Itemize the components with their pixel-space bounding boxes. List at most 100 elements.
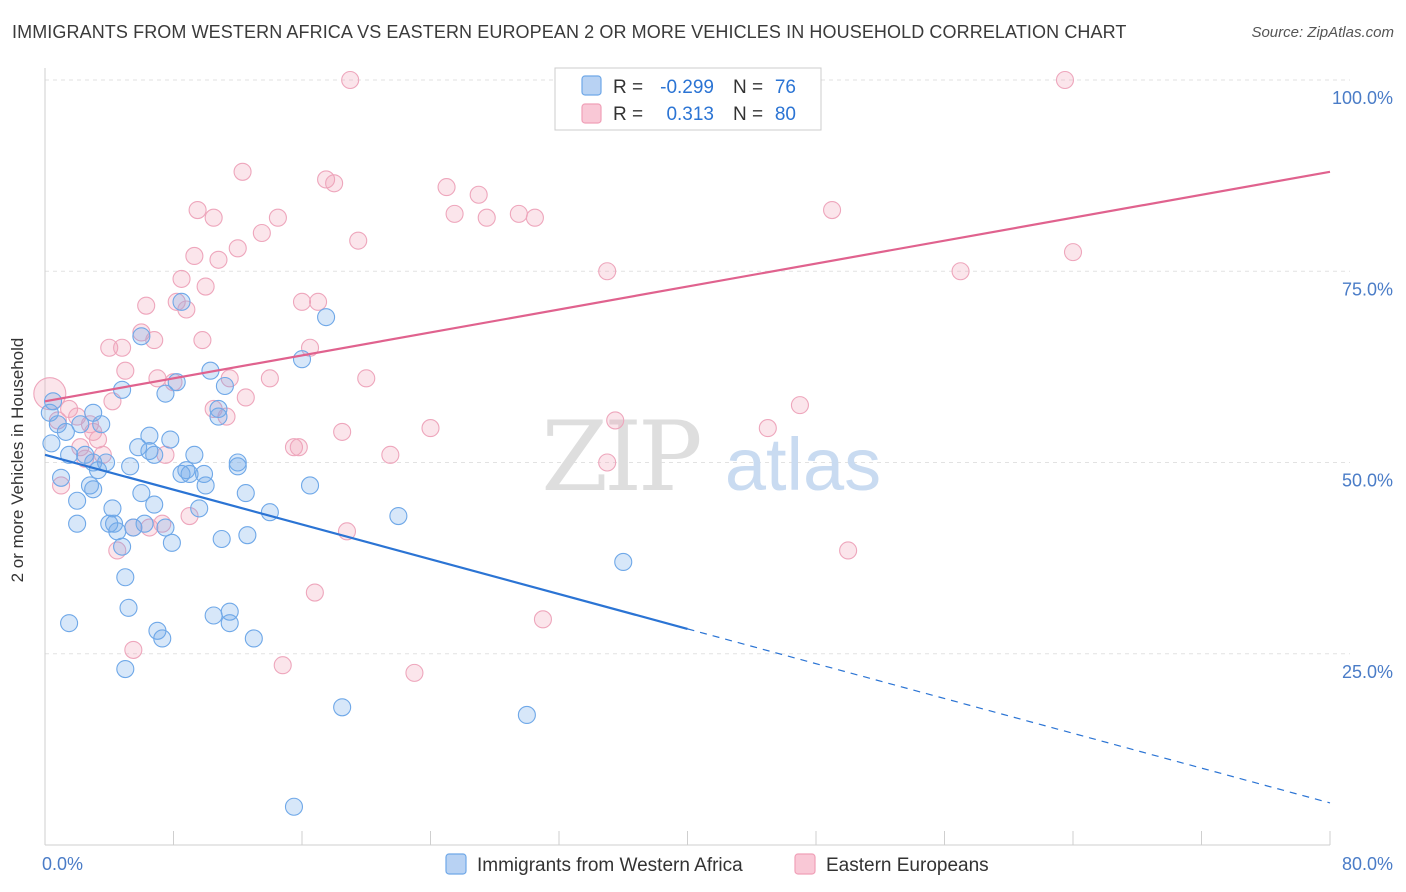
- point-western-africa: [129, 438, 148, 457]
- point-eastern-europeans: [185, 246, 204, 265]
- point-eastern-europeans: [148, 369, 167, 388]
- point-western-africa: [140, 426, 159, 445]
- y-tick-label: 100.0%: [1332, 88, 1393, 108]
- point-western-africa: [113, 537, 132, 556]
- point-eastern-europeans: [209, 250, 228, 269]
- point-western-africa: [132, 484, 151, 503]
- point-eastern-europeans: [180, 506, 199, 526]
- point-western-africa: [614, 552, 633, 572]
- x-tick-labels: 0.0% 80.0%: [42, 854, 1393, 874]
- point-western-africa: [220, 614, 239, 633]
- y-tick-label: 50.0%: [1342, 471, 1393, 491]
- point-eastern-europeans: [167, 292, 186, 311]
- point-eastern-europeans: [477, 208, 496, 227]
- point-eastern-europeans: [292, 292, 312, 311]
- legend-n-value-2: 80: [775, 104, 796, 125]
- point-eastern-europeans: [509, 204, 528, 223]
- point-western-africa: [124, 518, 143, 537]
- legend-r-label-1: R =: [613, 77, 643, 98]
- point-eastern-europeans: [233, 162, 252, 181]
- point-western-africa: [92, 415, 111, 434]
- point-western-africa: [180, 464, 199, 484]
- correlation-legend: R = -0.299 N = 76 R = 0.313 N = 80: [554, 67, 822, 131]
- point-eastern-europeans: [52, 476, 71, 495]
- point-eastern-europeans: [606, 411, 625, 430]
- point-eastern-europeans: [252, 223, 271, 243]
- legend-n-label-2: N =: [733, 104, 763, 125]
- x-tick-label: 80.0%: [1342, 854, 1393, 874]
- legend-r-value-1: -0.299: [660, 77, 714, 98]
- point-western-africa: [185, 445, 204, 464]
- legend-r-value-2: 0.313: [666, 104, 714, 125]
- point-eastern-europeans: [598, 453, 617, 472]
- point-eastern-europeans: [533, 610, 552, 629]
- point-western-africa: [389, 506, 408, 526]
- series-eastern-europeans: [33, 70, 1083, 682]
- series-legend: Immigrants from Western Africa Eastern E…: [445, 853, 989, 876]
- point-western-africa: [68, 491, 87, 510]
- point-western-africa: [153, 629, 172, 648]
- point-western-africa: [238, 526, 257, 545]
- point-western-africa: [103, 499, 122, 518]
- point-eastern-europeans: [349, 231, 368, 250]
- point-eastern-europeans: [309, 292, 328, 311]
- point-western-africa: [116, 568, 135, 587]
- point-eastern-europeans: [88, 430, 108, 449]
- point-eastern-europeans: [289, 438, 308, 457]
- watermark-atlas: atlas: [725, 423, 881, 506]
- point-eastern-europeans: [598, 262, 617, 281]
- y-tick-label: 75.0%: [1342, 279, 1393, 299]
- point-eastern-europeans: [951, 262, 970, 281]
- point-western-africa: [121, 457, 140, 476]
- bottom-legend-label-pink: Eastern Europeans: [826, 855, 989, 876]
- point-eastern-europeans: [172, 269, 191, 288]
- point-eastern-europeans: [469, 185, 488, 204]
- legend-swatch-pink: [581, 103, 602, 124]
- y-axis-label: 2 or more Vehicles in Household: [8, 337, 27, 583]
- trend-lines: [44, 170, 1331, 804]
- legend-n-value-1: 76: [775, 77, 796, 98]
- point-eastern-europeans: [341, 70, 360, 90]
- point-eastern-europeans: [823, 201, 842, 220]
- chart-title: IMMIGRANTS FROM WESTERN AFRICA VS EASTER…: [12, 22, 1127, 42]
- point-western-africa: [196, 476, 215, 495]
- point-eastern-europeans: [188, 201, 207, 220]
- point-western-africa: [156, 384, 175, 403]
- point-western-africa: [284, 797, 304, 816]
- point-eastern-europeans: [236, 388, 255, 407]
- point-western-africa: [172, 292, 191, 311]
- point-eastern-europeans: [333, 422, 352, 441]
- grid-lines: [45, 79, 1350, 655]
- legend-r-label-2: R =: [613, 104, 643, 125]
- point-eastern-europeans: [325, 174, 344, 193]
- point-eastern-europeans: [1063, 243, 1083, 262]
- point-eastern-europeans: [421, 419, 440, 438]
- point-western-africa: [190, 499, 209, 518]
- point-western-africa: [84, 480, 103, 499]
- point-eastern-europeans: [839, 541, 858, 560]
- point-eastern-europeans: [305, 583, 324, 602]
- point-western-africa: [212, 529, 231, 549]
- y-tick-label: 25.0%: [1342, 662, 1393, 682]
- point-western-africa: [209, 399, 228, 419]
- point-eastern-europeans: [113, 338, 132, 357]
- point-eastern-europeans: [381, 445, 400, 464]
- point-eastern-europeans: [357, 369, 376, 388]
- bottom-legend-swatch-pink: [794, 853, 816, 875]
- point-western-africa: [162, 533, 181, 552]
- point-western-africa: [132, 327, 151, 346]
- point-western-africa: [215, 376, 234, 396]
- point-western-africa: [244, 629, 263, 648]
- point-western-africa: [517, 705, 536, 725]
- point-western-africa: [194, 464, 214, 484]
- point-western-africa: [161, 430, 180, 449]
- legend-swatch-blue: [581, 75, 602, 96]
- point-eastern-europeans: [116, 361, 135, 380]
- y-tick-labels: 25.0% 50.0% 75.0% 100.0%: [1332, 88, 1393, 682]
- point-eastern-europeans: [100, 338, 119, 357]
- point-western-africa: [228, 453, 247, 472]
- point-eastern-europeans: [196, 277, 215, 296]
- point-eastern-europeans: [437, 178, 456, 197]
- point-eastern-europeans: [124, 640, 143, 659]
